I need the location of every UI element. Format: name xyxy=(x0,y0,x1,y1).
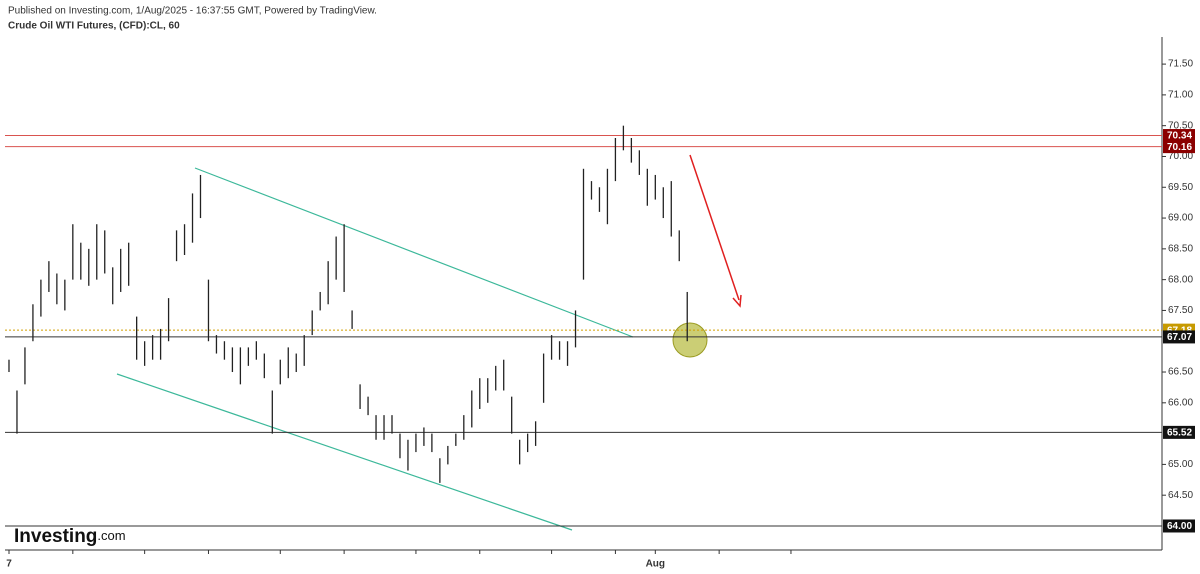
y-tick-label: 71.50 xyxy=(1168,59,1193,70)
x-tick-label: Aug xyxy=(646,559,665,570)
level-label-box xyxy=(1163,425,1195,439)
level-label: 70.16 xyxy=(1167,142,1192,153)
level-label-box xyxy=(1163,519,1195,533)
level-label: 67.07 xyxy=(1167,332,1192,343)
y-tick-label: 68.50 xyxy=(1168,243,1193,254)
level-label-box xyxy=(1163,129,1195,143)
logo-brand: Investing xyxy=(14,526,97,547)
x-tick-label: 7 xyxy=(6,559,12,570)
y-tick-label: 65.00 xyxy=(1168,459,1193,470)
level-label-box xyxy=(1163,140,1195,154)
y-tick-label: 69.00 xyxy=(1168,213,1193,224)
level-label: 64.00 xyxy=(1167,521,1192,532)
y-tick-label: 66.00 xyxy=(1168,397,1193,408)
y-tick-label: 71.00 xyxy=(1168,90,1193,101)
level-label: 70.34 xyxy=(1167,131,1192,142)
y-tick-label: 64.50 xyxy=(1168,490,1193,501)
level-label-box xyxy=(1163,330,1195,344)
y-tick-label: 70.50 xyxy=(1168,120,1193,131)
trend-line xyxy=(194,167,634,338)
y-tick-label: 69.50 xyxy=(1168,182,1193,193)
published-note: Published on Investing.com, 1/Aug/2025 -… xyxy=(8,6,377,17)
y-tick-label: 66.50 xyxy=(1168,367,1193,378)
trend-line xyxy=(116,373,573,531)
y-tick-label: 70.00 xyxy=(1168,151,1193,162)
logo: Investing.com xyxy=(14,526,126,547)
arrow xyxy=(689,154,740,301)
y-tick-label: 68.00 xyxy=(1168,274,1193,285)
arrow-head xyxy=(732,294,742,308)
highlight-circle xyxy=(672,322,708,358)
symbol-title: Crude Oil WTI Futures, (CFD):CL, 60 xyxy=(8,21,180,32)
y-tick-label: 67.50 xyxy=(1168,305,1193,316)
level-label: 65.52 xyxy=(1167,428,1192,439)
logo-suffix: .com xyxy=(97,528,125,543)
